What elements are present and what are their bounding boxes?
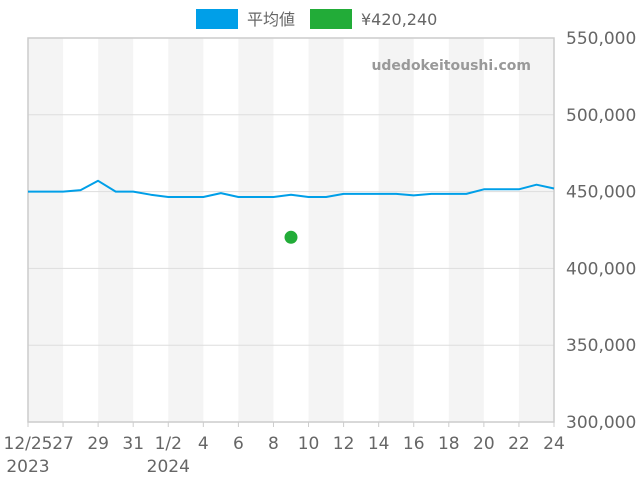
y-tick-label: 450,000	[566, 183, 636, 203]
x-tick-label: 22	[508, 434, 530, 454]
legend-label: 平均値	[247, 10, 295, 29]
x-tick-label: 16	[403, 434, 425, 454]
date-band	[98, 38, 134, 422]
x-tick-label: 31	[122, 434, 144, 454]
x-tick-label: 24	[543, 434, 565, 454]
x-tick-label: 4	[198, 434, 209, 454]
date-band	[28, 38, 64, 422]
date-band	[518, 38, 554, 422]
date-band	[308, 38, 344, 422]
x-tick-label: 8	[268, 434, 279, 454]
legend-swatch	[196, 9, 238, 29]
y-tick-label: 350,000	[566, 336, 636, 356]
series-line-average	[28, 179, 555, 198]
x-tick-label: 6	[233, 434, 244, 454]
x-tick-label: 29	[87, 434, 109, 454]
y-tick-label: 400,000	[566, 259, 636, 279]
date-band	[448, 38, 484, 422]
y-tick-label: 300,000	[566, 413, 636, 433]
x-tick-year-label: 2023	[6, 457, 49, 477]
y-tick-label: 550,000	[566, 29, 636, 49]
y-tick-label: 500,000	[566, 106, 636, 126]
x-tick-label: 27	[52, 434, 74, 454]
watermark-text: udedokeitoushi.com	[371, 58, 531, 74]
plot-area-border	[27, 37, 555, 423]
x-tick-label: 1/2	[155, 434, 182, 454]
legend-label: ¥420,240	[361, 10, 437, 29]
series-layer	[28, 179, 555, 244]
x-tick-year-label: 2024	[147, 457, 190, 477]
date-band	[238, 38, 274, 422]
y-axis-tick-labels: 300,000 350,000 400,000 450,000 500,000 550,0…	[566, 29, 636, 433]
plot-frame	[27, 37, 555, 423]
x-tick-label: 18	[438, 434, 460, 454]
legend-swatch	[310, 9, 352, 29]
date-band	[378, 38, 414, 422]
date-band	[168, 38, 204, 422]
x-tick-label: 10	[298, 434, 320, 454]
x-tick-label: 20	[473, 434, 495, 454]
x-tick-label: 12	[333, 434, 355, 454]
legend: 平均値 ¥420,240	[196, 9, 437, 29]
alternating-date-bands	[28, 38, 554, 422]
x-tick-label: 12/25	[4, 434, 53, 454]
price-point-marker	[284, 230, 298, 244]
x-tick-label: 14	[368, 434, 390, 454]
